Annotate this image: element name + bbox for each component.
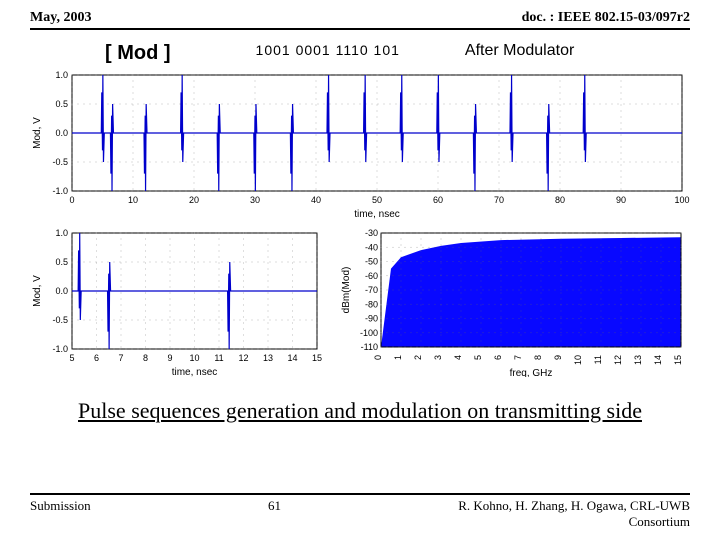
svg-text:6: 6 [94, 353, 99, 363]
footer-submission: Submission [30, 498, 91, 514]
svg-text:9: 9 [553, 355, 563, 360]
footer-org: Consortium [458, 514, 690, 530]
svg-text:0.5: 0.5 [55, 99, 68, 109]
svg-text:-80: -80 [365, 299, 378, 309]
svg-text:7: 7 [118, 353, 123, 363]
svg-text:dBm(Mod): dBm(Mod) [341, 267, 352, 314]
svg-text:10: 10 [128, 195, 138, 205]
svg-text:14: 14 [287, 353, 297, 363]
chart-top: -1.0 -0.5 0.0 0.5 1.0 0 10 20 30 40 50 60 70 80 90 100 M… [30, 69, 690, 219]
svg-text:0.0: 0.0 [55, 128, 68, 138]
svg-text:time, nsec: time, nsec [172, 367, 218, 377]
svg-text:9: 9 [167, 353, 172, 363]
svg-text:20: 20 [189, 195, 199, 205]
svg-text:10: 10 [573, 355, 583, 365]
svg-text:1.0: 1.0 [55, 228, 68, 238]
svg-text:-110: -110 [361, 342, 378, 352]
svg-text:12: 12 [238, 353, 248, 363]
svg-text:13: 13 [633, 355, 643, 365]
footer-page: 61 [268, 498, 281, 514]
svg-text:0: 0 [69, 195, 74, 205]
footer-authors: R. Kohno, H. Zhang, H. Ogawa, CRL-UWB [458, 498, 690, 514]
svg-text:-60: -60 [365, 271, 378, 281]
svg-text:7: 7 [513, 355, 523, 360]
svg-text:15: 15 [673, 355, 683, 365]
after-modulator-label: After Modulator [465, 42, 574, 65]
svg-text:Mod, V: Mod, V [32, 117, 43, 149]
svg-text:15: 15 [312, 353, 322, 363]
svg-text:1: 1 [393, 355, 403, 360]
svg-text:14: 14 [653, 355, 663, 365]
svg-text:time, nsec: time, nsec [354, 209, 400, 219]
chart-bottom-left: -1.0 -0.5 0.0 0.5 1.0 5 6 7 8 9 10 11 12 13 14 15 Mod, V… [30, 227, 325, 377]
svg-text:Mod, V: Mod, V [32, 275, 43, 307]
svg-text:40: 40 [311, 195, 321, 205]
svg-text:100: 100 [674, 195, 689, 205]
svg-text:12: 12 [613, 355, 623, 365]
chart-bottom-right: -110-100-90-80-70-60-50-40-3001234567891… [337, 227, 690, 377]
svg-text:-30: -30 [365, 228, 378, 238]
svg-text:10: 10 [189, 353, 199, 363]
svg-text:-70: -70 [365, 285, 378, 295]
svg-text:8: 8 [143, 353, 148, 363]
header-doc: doc. : IEEE 802.15-03/097r2 [522, 10, 690, 26]
caption: Pulse sequences generation and modulatio… [0, 397, 720, 426]
svg-text:5: 5 [473, 355, 483, 360]
svg-text:13: 13 [263, 353, 273, 363]
svg-text:90: 90 [616, 195, 626, 205]
svg-text:-90: -90 [365, 314, 378, 324]
svg-text:0: 0 [373, 355, 383, 360]
svg-text:60: 60 [433, 195, 443, 205]
svg-text:6: 6 [493, 355, 503, 360]
svg-text:8: 8 [533, 355, 543, 360]
svg-text:0.0: 0.0 [55, 286, 68, 296]
svg-text:11: 11 [214, 353, 223, 363]
svg-text:5: 5 [69, 353, 74, 363]
svg-text:80: 80 [555, 195, 565, 205]
header-date: May, 2003 [30, 10, 91, 26]
mod-label: [ Mod ] [105, 42, 171, 65]
svg-text:-0.5: -0.5 [52, 315, 68, 325]
svg-text:3: 3 [433, 355, 443, 360]
svg-text:70: 70 [494, 195, 504, 205]
svg-text:0.5: 0.5 [55, 257, 68, 267]
svg-text:-100: -100 [360, 328, 378, 338]
svg-text:4: 4 [453, 355, 463, 360]
bits-label: 1001 0001 1110 101 [256, 42, 400, 65]
footer-rule [30, 493, 690, 495]
svg-text:-50: -50 [365, 257, 378, 267]
svg-text:-40: -40 [365, 242, 378, 252]
svg-text:-1.0: -1.0 [52, 344, 68, 354]
svg-text:-1.0: -1.0 [52, 186, 68, 196]
svg-text:1.0: 1.0 [55, 70, 68, 80]
svg-text:30: 30 [250, 195, 260, 205]
svg-text:11: 11 [593, 355, 603, 364]
svg-text:freq, GHz: freq, GHz [510, 368, 553, 377]
svg-text:50: 50 [372, 195, 382, 205]
svg-text:-0.5: -0.5 [52, 157, 68, 167]
svg-text:2: 2 [413, 355, 423, 360]
